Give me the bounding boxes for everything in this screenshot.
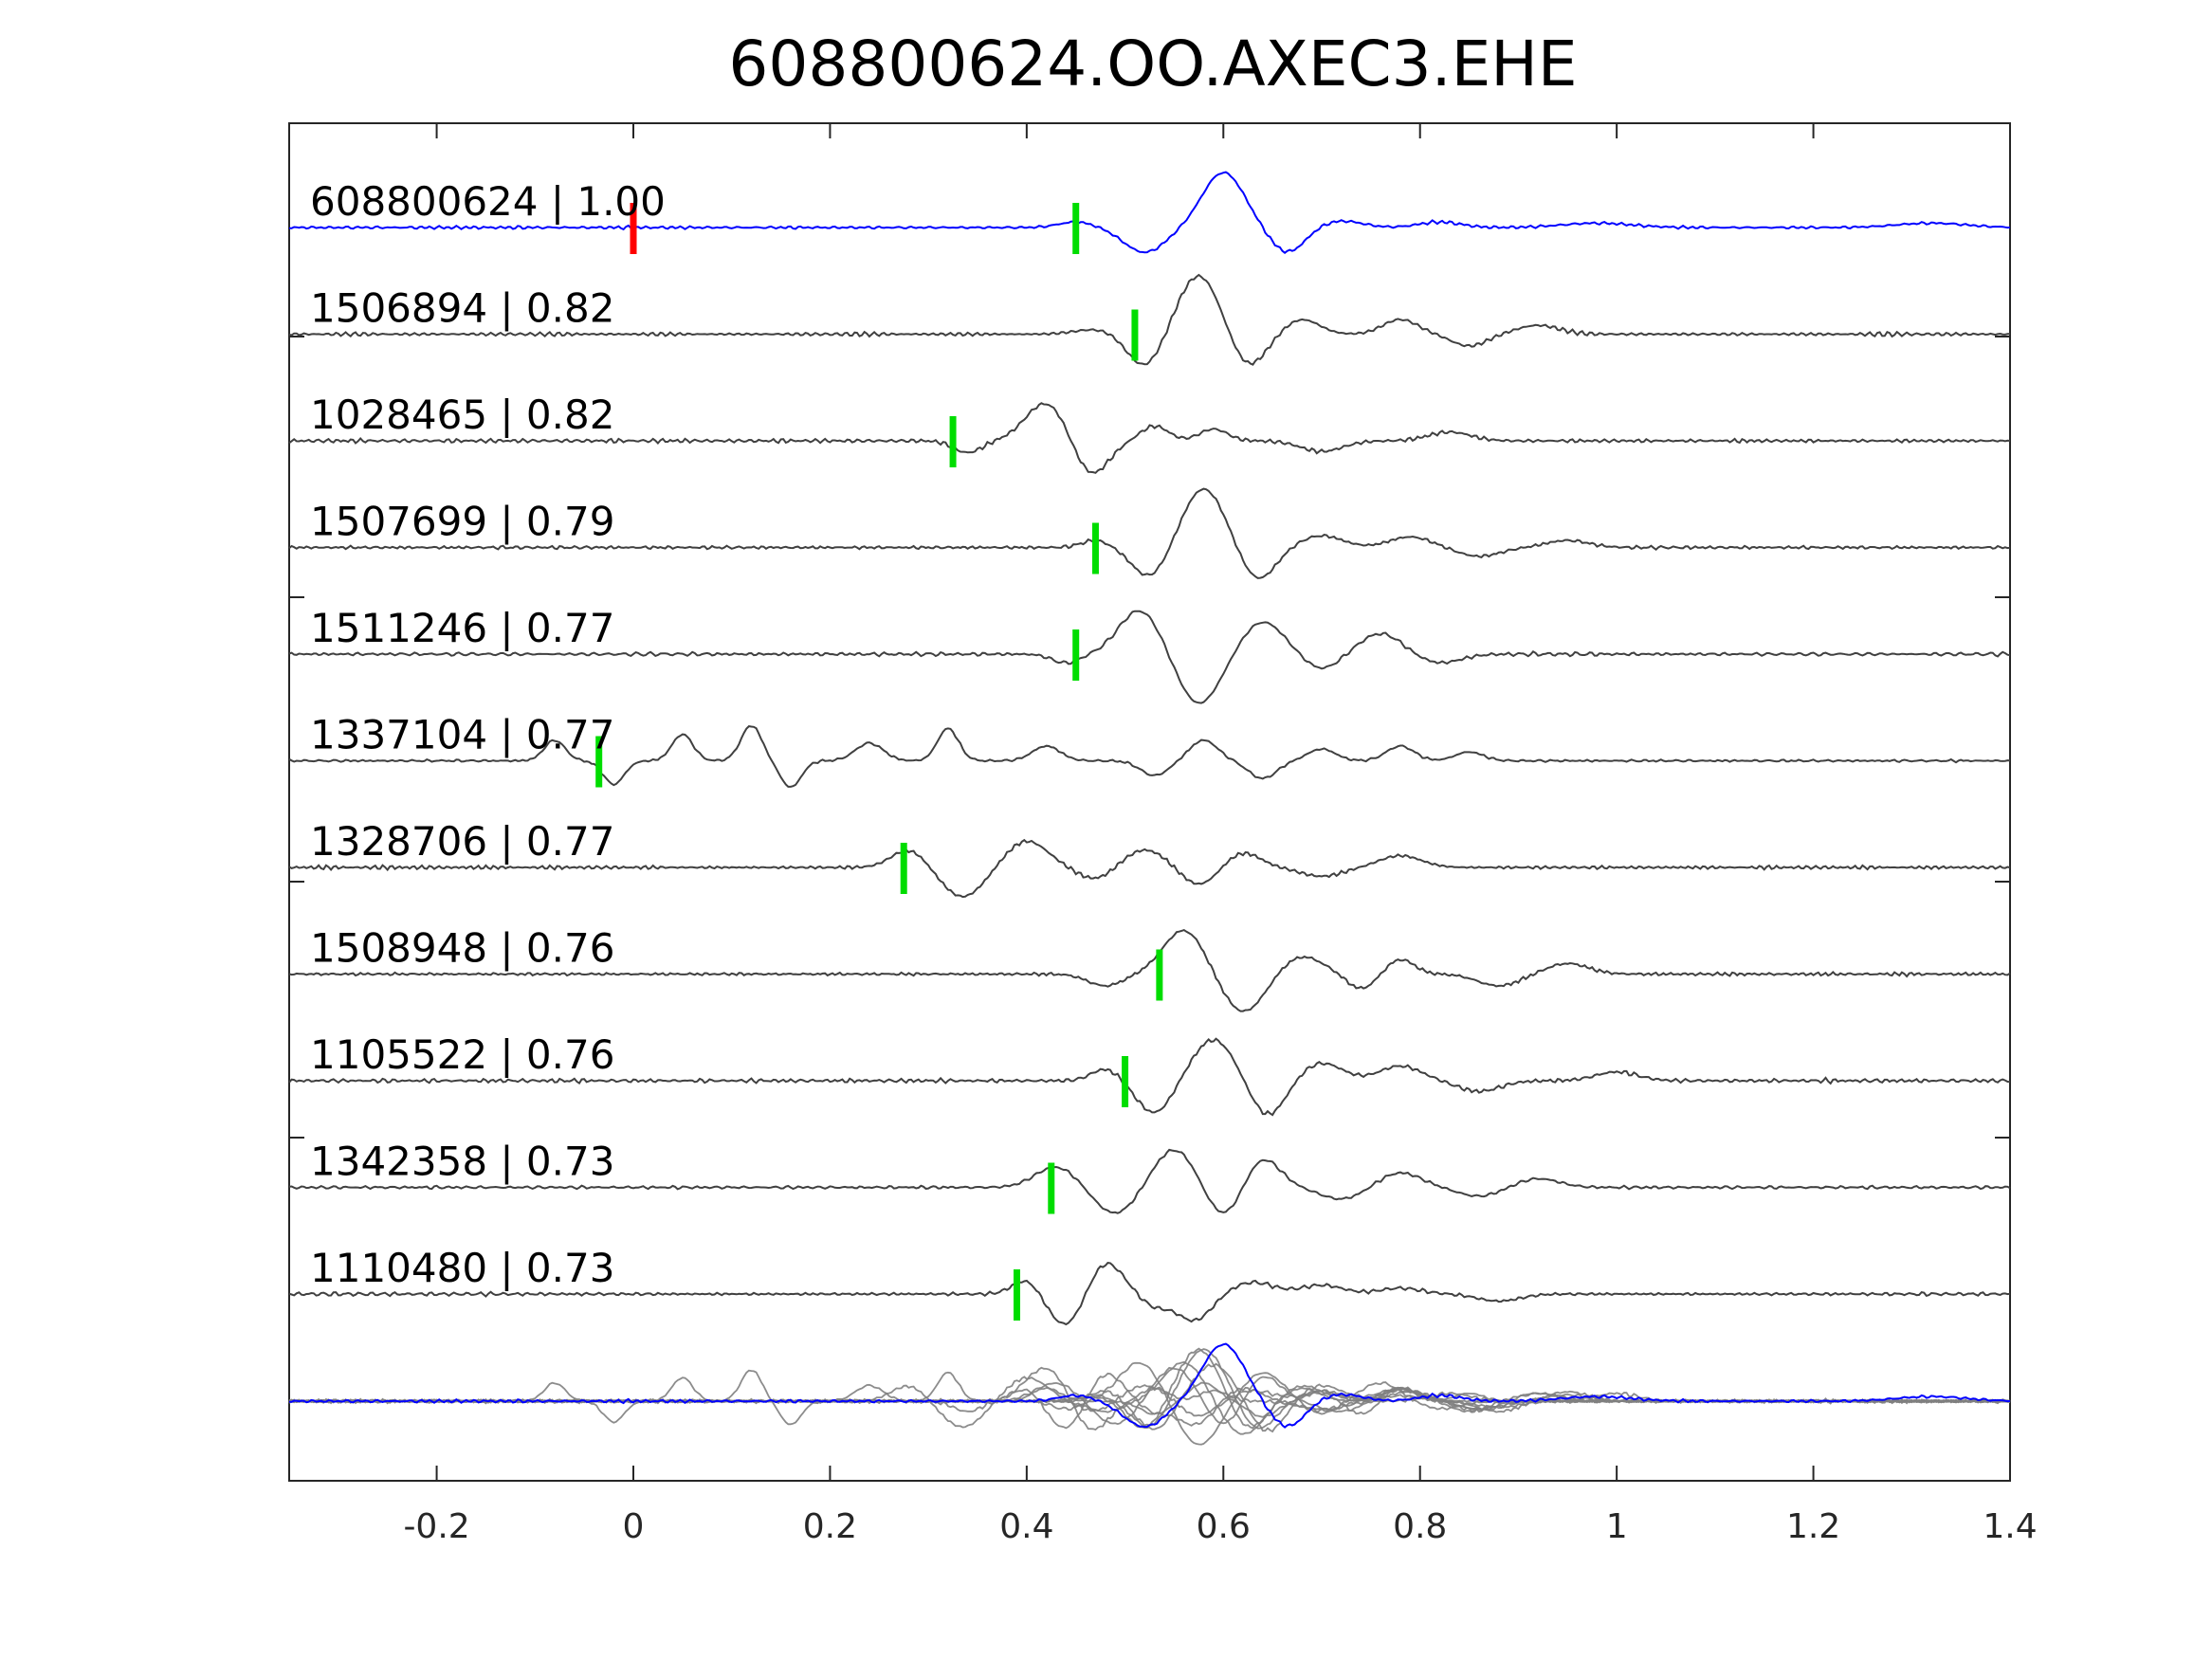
trace-group bbox=[288, 171, 2011, 1326]
x-tick-label: -0.2 bbox=[403, 1507, 469, 1546]
trace-label: 1508948 | 0.76 bbox=[310, 925, 614, 972]
trace-label: 1337104 | 0.77 bbox=[310, 712, 614, 758]
trace-label: 1105522 | 0.76 bbox=[310, 1031, 614, 1078]
chart-title: 608800624.OO.AXEC3.EHE bbox=[728, 27, 1577, 100]
trace-label: 1328706 | 0.77 bbox=[310, 818, 614, 865]
x-tick-label: 0.2 bbox=[803, 1507, 857, 1546]
axes-frame bbox=[288, 122, 2011, 1482]
trace-waveform bbox=[288, 1037, 2011, 1117]
stack-template-waveform bbox=[289, 1342, 2011, 1429]
trace-waveform bbox=[288, 725, 2011, 788]
trace-waveform bbox=[288, 273, 2011, 366]
x-axis-ticks: -0.2 0 0.2 0.4 0.6 0.8 1 1.2 1.4 bbox=[403, 123, 2038, 1546]
trace-label: 1110480 | 0.73 bbox=[310, 1245, 614, 1291]
trace-waveform bbox=[288, 402, 2011, 474]
trace-waveform bbox=[288, 487, 2011, 579]
x-tick-label: 1 bbox=[1606, 1507, 1628, 1546]
trace-label: 1028465 | 0.82 bbox=[310, 392, 614, 438]
trace-label: 1506894 | 0.82 bbox=[310, 285, 614, 332]
trace-waveform bbox=[289, 171, 2011, 254]
trace-label: 1507699 | 0.79 bbox=[310, 499, 614, 545]
trace-label: 1342358 | 0.73 bbox=[310, 1139, 614, 1185]
trace-waveform bbox=[288, 1262, 2011, 1326]
trace-waveform bbox=[288, 929, 2011, 1012]
trace-waveform bbox=[288, 1148, 2011, 1214]
trace-waveform bbox=[288, 610, 2011, 704]
trace-labels: 608800624 | 1.00 1506894 | 0.82 1028465 | … bbox=[310, 178, 666, 1291]
x-tick-label: 1.2 bbox=[1786, 1507, 1840, 1546]
x-tick-label: 0.4 bbox=[999, 1507, 1053, 1546]
plot-axes bbox=[288, 122, 2011, 1482]
stacked-overlay bbox=[288, 1342, 2011, 1446]
x-tick-label: 0.6 bbox=[1197, 1507, 1251, 1546]
x-tick-label: 1.4 bbox=[1983, 1507, 2037, 1546]
trace-waveform bbox=[288, 838, 2011, 899]
x-tick-label: 0.8 bbox=[1393, 1507, 1447, 1546]
pick-markers bbox=[595, 203, 1163, 1321]
x-tick-label: 0 bbox=[623, 1507, 645, 1546]
trace-label: 1511246 | 0.77 bbox=[310, 605, 614, 651]
trace-label: 608800624 | 1.00 bbox=[310, 178, 666, 225]
